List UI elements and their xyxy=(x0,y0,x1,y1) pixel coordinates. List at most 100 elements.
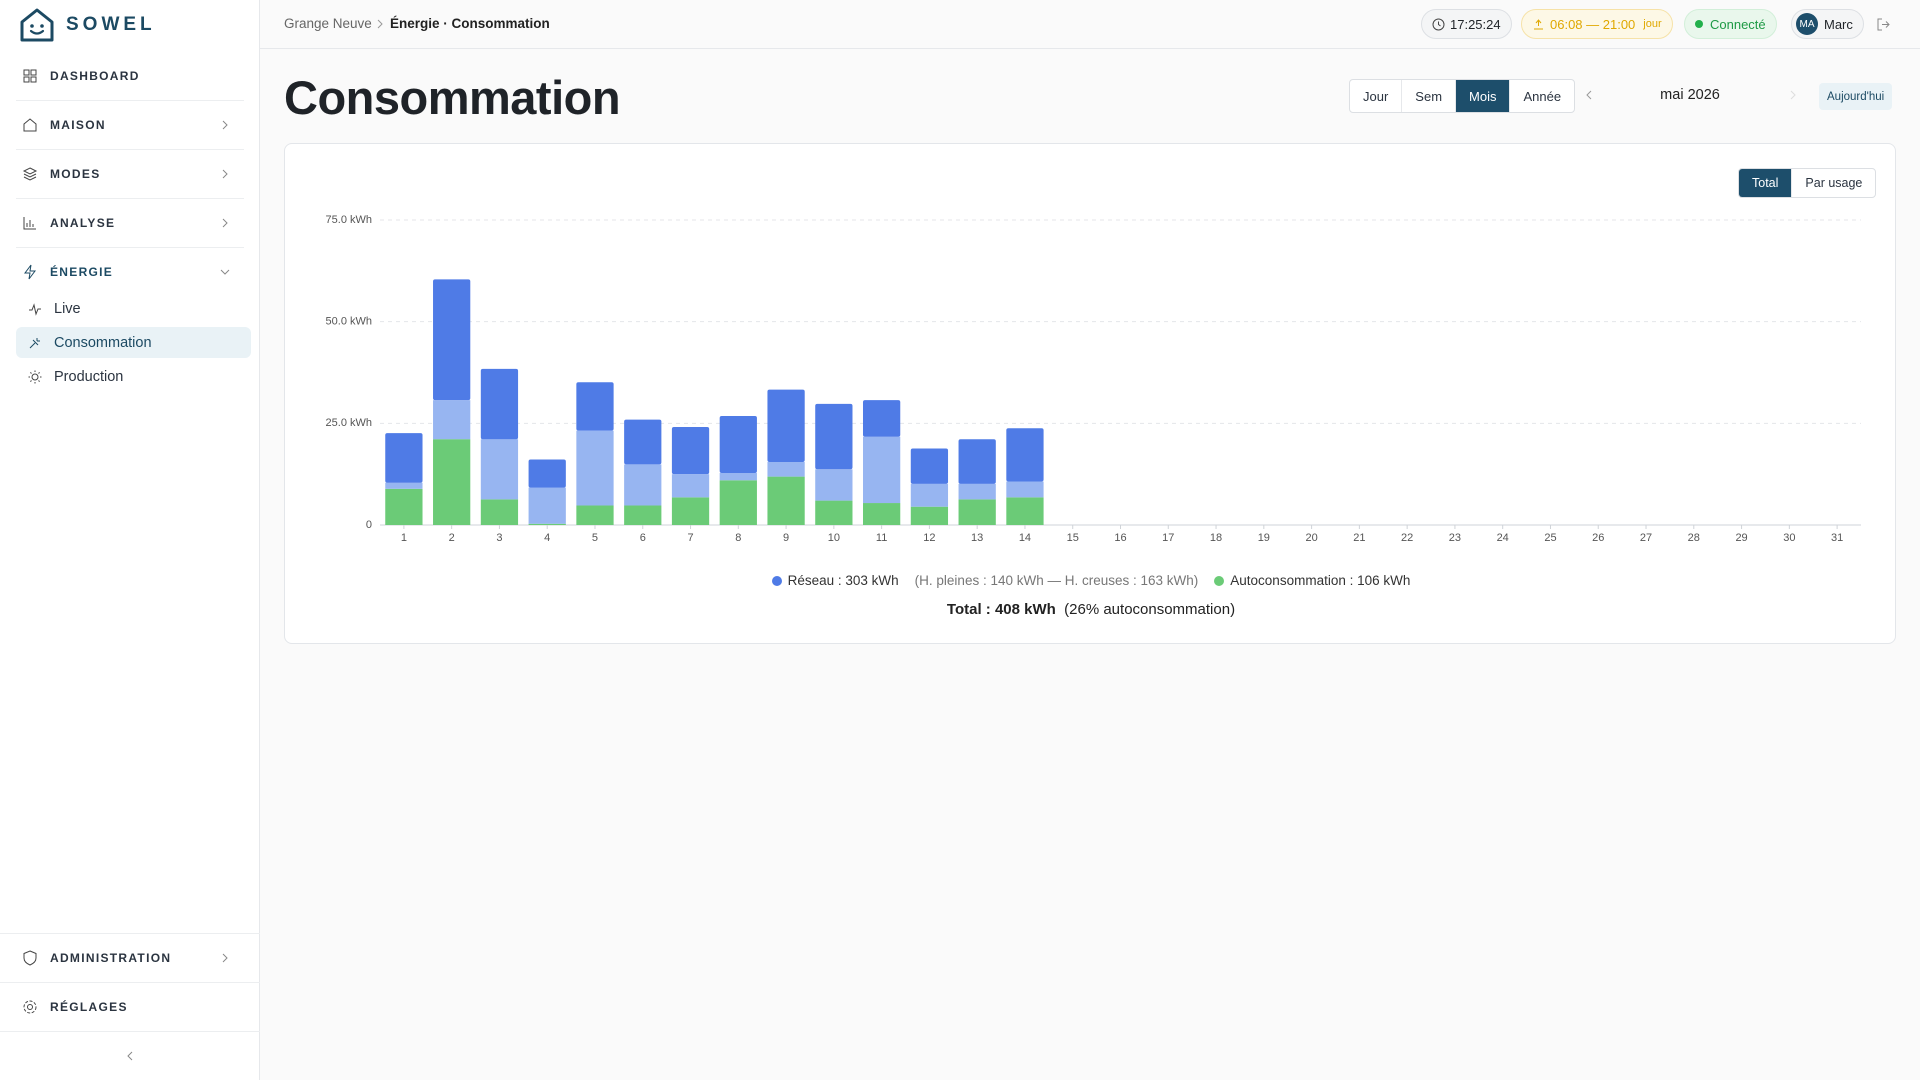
x-tick-label: 6 xyxy=(640,532,646,544)
sub-nav-item[interactable]: Live xyxy=(16,293,251,324)
sub-nav-item[interactable]: Consommation xyxy=(16,327,251,358)
bar-segment xyxy=(385,482,423,489)
bar-segment xyxy=(480,368,519,440)
x-tick-label: 26 xyxy=(1592,532,1604,544)
status: Connecté xyxy=(1684,9,1777,39)
x-tick-label: 12 xyxy=(923,532,935,544)
total: Total : 408 kWh xyxy=(946,601,1056,618)
bar-segment xyxy=(767,476,805,525)
bar-segment xyxy=(862,503,901,525)
separator xyxy=(0,982,260,983)
legend-label: (H. pleines : 140 kWh — H. creuses : 163… xyxy=(914,573,1199,588)
topbar: Grange Neuve Énergie · Consommation 17:2… xyxy=(260,0,1920,49)
x-tick-label: 10 xyxy=(828,532,840,544)
bar-segment xyxy=(385,433,423,483)
chevron xyxy=(222,120,228,130)
view-button[interactable]: Par usage xyxy=(1791,169,1875,197)
collapse-button[interactable] xyxy=(123,1049,137,1063)
legend-label: Autoconsommation : 106 kWh xyxy=(1230,573,1411,588)
x-tick-label: 20 xyxy=(1305,532,1317,544)
separator xyxy=(0,1031,260,1032)
x-tick-label: 28 xyxy=(1688,532,1700,544)
chart-card: Total Par usage 0 25.0 kWh 50.0 kWh 75.0 kW… xyxy=(284,143,1896,644)
bar-segment xyxy=(958,483,996,500)
bar-segment xyxy=(862,400,901,437)
chevron xyxy=(220,269,230,275)
bar-segment xyxy=(480,499,519,525)
nav-item[interactable]: MAISON xyxy=(16,110,244,140)
bar-segment xyxy=(815,500,853,525)
x-tick-label: 7 xyxy=(687,532,693,544)
icon xyxy=(22,167,38,181)
bar-segment xyxy=(528,523,566,525)
legend-item: (H. pleines : 140 kWh — H. creuses : 163… xyxy=(915,573,1199,588)
sub-nav-item[interactable]: Production xyxy=(16,361,251,392)
period-button[interactable]: Mois xyxy=(1455,80,1510,112)
nav-item[interactable]: ADMINISTRATION xyxy=(16,943,244,973)
nav-label: MODES xyxy=(50,167,101,181)
nav-item[interactable]: ANALYSE xyxy=(16,208,244,238)
separator xyxy=(16,247,244,248)
next-button[interactable] xyxy=(1787,89,1799,101)
nav-label: ÉNERGIE xyxy=(50,265,114,279)
y-tick-label: 50.0 kWh xyxy=(326,316,372,328)
bar-segment xyxy=(1006,497,1044,525)
icon xyxy=(23,69,37,83)
x-tick-label: 27 xyxy=(1640,532,1652,544)
period-button[interactable]: Jour xyxy=(1363,88,1389,104)
total-note: (26% autoconsommation) xyxy=(1064,601,1236,618)
x-tick-label: 13 xyxy=(971,532,983,544)
clock: 17:25:24 xyxy=(1421,9,1512,39)
separator xyxy=(16,100,244,101)
bar-segment xyxy=(624,419,662,465)
bar-segment xyxy=(624,464,662,506)
nav-item[interactable]: ÉNERGIE xyxy=(16,257,244,287)
sub-nav-label: Consommation xyxy=(54,334,152,351)
nav-label: ADMINISTRATION xyxy=(50,951,172,965)
prev-button[interactable] xyxy=(1583,89,1595,101)
bar-segment xyxy=(1006,481,1044,498)
x-tick-label: 29 xyxy=(1735,532,1747,544)
x-tick-label: 8 xyxy=(735,532,741,544)
x-tick-label: 4 xyxy=(544,532,550,544)
user-menu[interactable]: MA Marc xyxy=(1791,9,1864,39)
bar-segment xyxy=(576,430,614,506)
nav-item[interactable]: MODES xyxy=(16,159,244,189)
x-tick-label: 16 xyxy=(1114,532,1126,544)
daylight: 06:08 — 21:00 jour xyxy=(1521,9,1673,39)
bar-segment xyxy=(910,483,949,507)
bar-segment xyxy=(671,497,710,525)
bar-segment xyxy=(576,505,614,525)
bar-segment xyxy=(385,488,423,525)
view-button[interactable]: Total xyxy=(1739,169,1792,197)
period-button[interactable]: Sem xyxy=(1401,80,1455,112)
x-tick-label: 3 xyxy=(496,532,502,544)
x-tick-label: 5 xyxy=(592,532,598,544)
bar-segment xyxy=(624,505,662,525)
x-tick-label: 15 xyxy=(1067,532,1079,544)
breadcrumb-current: Énergie · Consommation xyxy=(390,16,550,31)
bar-segment xyxy=(719,480,757,525)
icon xyxy=(29,302,41,316)
bar-segment xyxy=(480,439,519,500)
icon xyxy=(23,217,36,230)
logout-button[interactable] xyxy=(1876,17,1891,32)
x-tick-label: 22 xyxy=(1401,532,1413,544)
sub-nav-label: Live xyxy=(54,300,81,317)
nav-item[interactable]: RÉGLAGES xyxy=(16,992,244,1022)
bar-segment xyxy=(1006,428,1044,482)
y-tick-label: 0 xyxy=(366,519,372,531)
today-button[interactable]: Aujourd'hui xyxy=(1819,83,1893,110)
clock-text: 17:25:24 xyxy=(1450,16,1501,32)
nav-item[interactable]: DASHBOARD xyxy=(16,61,244,91)
chevron xyxy=(222,218,228,228)
sun-icon xyxy=(1534,18,1543,29)
breadcrumb-root[interactable]: Grange Neuve xyxy=(284,16,372,31)
x-tick-label: 18 xyxy=(1210,532,1222,544)
period-button[interactable]: Année xyxy=(1509,80,1574,112)
y-tick-label: 75.0 kWh xyxy=(326,214,372,226)
icon xyxy=(23,118,37,132)
bar-segment xyxy=(433,279,471,401)
avatar: MA xyxy=(1796,13,1818,35)
